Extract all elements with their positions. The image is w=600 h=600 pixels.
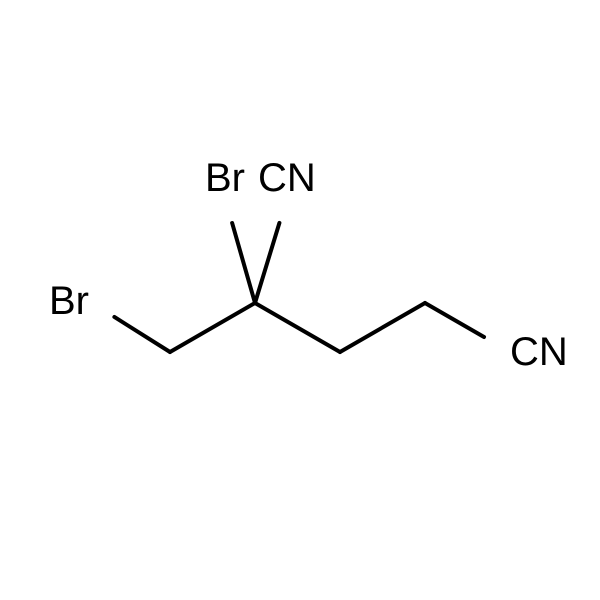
atom-label-Br1: Br <box>49 281 89 321</box>
bond-layer <box>0 0 600 600</box>
atom-label-Br2: Br <box>205 158 245 198</box>
molecule-canvas: Br Br CN CN <box>0 0 600 600</box>
atom-label-CN1: CN <box>258 158 316 198</box>
atom-label-CN2: CN <box>510 332 568 372</box>
